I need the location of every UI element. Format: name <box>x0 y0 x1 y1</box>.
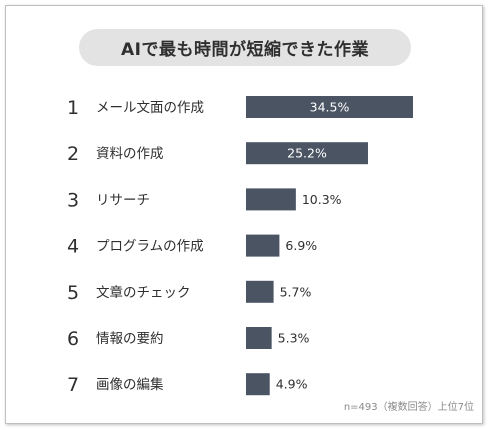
category-label: 資料の作成 <box>96 146 164 162</box>
rank-number: 6 <box>67 328 79 350</box>
rank-number: 3 <box>67 189 79 211</box>
value-label: 5.3% <box>278 331 310 346</box>
rank-number: 2 <box>67 143 79 165</box>
value-label: 25.2% <box>287 146 327 161</box>
bar <box>246 142 368 165</box>
value-label: 4.9% <box>276 377 308 392</box>
rank-number: 1 <box>67 97 79 119</box>
rank-number: 7 <box>67 374 79 396</box>
category-label: メール文面の作成 <box>96 100 204 116</box>
category-label: リサーチ <box>96 192 150 208</box>
value-label: 6.9% <box>285 238 317 253</box>
value-label: 10.3% <box>302 192 342 207</box>
bar <box>246 327 272 349</box>
value-label: 5.7% <box>280 284 312 299</box>
rank-number: 4 <box>67 236 79 258</box>
bar <box>246 234 280 257</box>
category-label: 情報の要約 <box>96 331 164 347</box>
bar <box>246 96 413 118</box>
bar <box>246 373 270 396</box>
bar <box>246 280 274 303</box>
value-label: 34.5% <box>310 100 350 115</box>
category-label: プログラムの作成 <box>96 239 204 255</box>
category-label: 文章のチェック <box>96 284 191 301</box>
bar <box>246 188 296 211</box>
category-label: 画像の編集 <box>96 377 164 393</box>
chart-title: AIで最も時間が短縮できた作業 <box>79 29 411 66</box>
chart-frame <box>5 5 483 424</box>
sample-note: n=493（複数回答）上位7位 <box>343 402 474 413</box>
rank-number: 5 <box>67 282 79 304</box>
